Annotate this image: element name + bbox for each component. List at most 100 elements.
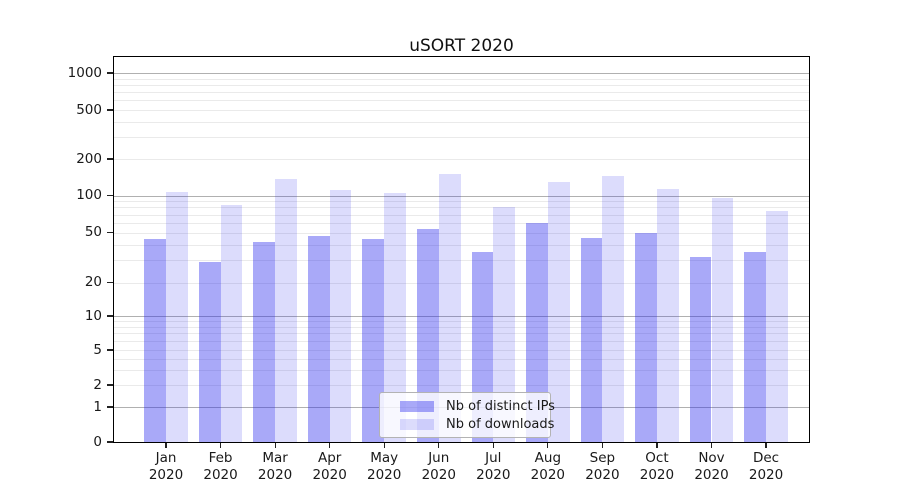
y-gridline-minor-3: [113, 369, 810, 371]
x-tick-mark-apr: [329, 442, 331, 448]
x-tick-mark-sep: [601, 442, 603, 448]
x-tick-mark-nov: [710, 442, 713, 448]
bar-distinct-ips-mar: [253, 242, 276, 443]
y-tick-mark-50: [107, 231, 113, 234]
x-tick-label-nov: Nov 2020: [694, 450, 729, 483]
bar-distinct-ips-jan: [144, 239, 166, 443]
y-gridline-minor-500: [113, 110, 810, 111]
y-gridline-minor-50: [113, 232, 810, 234]
x-tick-label-may: May 2020: [367, 450, 402, 483]
bar-distinct-ips-feb: [198, 262, 221, 443]
y-gridline-minor-200: [113, 159, 810, 160]
chart-title: uSORT 2020: [409, 36, 514, 56]
y-gridline-minor-5: [113, 350, 810, 351]
x-tick-label-jul: Jul 2020: [476, 450, 511, 483]
bar-downloads-jul: [493, 206, 516, 443]
y-gridline-minor-400: [113, 121, 810, 123]
y-gridline-minor-4: [113, 358, 810, 360]
bar-downloads-sep: [602, 175, 625, 443]
y-gridline-minor-70: [113, 214, 810, 216]
x-tick-label-jun: Jun 2020: [421, 450, 456, 483]
legend-row-downloads: Nb of downloads: [400, 417, 554, 432]
y-tick-label-1: 1: [93, 398, 102, 415]
y-tick-mark-0: [107, 441, 113, 443]
x-tick-label-apr: Apr 2020: [312, 450, 347, 483]
bar-distinct-ips-jun: [416, 229, 439, 443]
y-gridline-minor-20: [113, 282, 810, 284]
bar-downloads-oct: [656, 189, 679, 443]
y-tick-mark-1000: [107, 72, 113, 74]
x-tick-mark-jun: [438, 442, 440, 448]
x-tick-mark-aug: [547, 442, 549, 448]
y-tick-label-200: 200: [76, 150, 102, 167]
y-tick-mark-2: [107, 384, 113, 386]
y-gridline-minor-2: [113, 385, 810, 386]
x-tick-label-oct: Oct 2020: [639, 450, 675, 483]
x-tick-mark-oct: [656, 442, 658, 448]
y-tick-label-0: 0: [93, 433, 102, 450]
y-tick-mark-10: [107, 315, 113, 317]
y-tick-label-1000: 1000: [67, 64, 102, 81]
y-gridline-minor-40: [113, 244, 810, 246]
y-tick-mark-200: [107, 158, 113, 160]
y-gridline-major-1000: [113, 73, 810, 74]
x-tick-label-dec: Dec 2020: [748, 450, 784, 483]
bar-distinct-ips-apr: [307, 235, 330, 443]
legend-swatch-distinct-ips: [400, 400, 434, 412]
x-tick-mark-jan: [165, 442, 167, 448]
bar-downloads-dec: [766, 210, 788, 443]
y-tick-label-20: 20: [84, 274, 102, 290]
y-gridline-minor-7: [113, 333, 810, 335]
y-gridline-minor-8: [113, 326, 810, 328]
y-gridline-minor-600: [113, 100, 810, 102]
x-tick-mark-feb: [219, 442, 222, 448]
bar-distinct-ips-sep: [580, 238, 603, 443]
x-tick-mark-dec: [765, 442, 767, 448]
y-tick-label-5: 5: [93, 341, 102, 358]
y-gridline-minor-60: [113, 222, 810, 224]
y-tick-mark-20: [107, 281, 113, 284]
y-tick-label-10: 10: [84, 307, 102, 324]
bar-distinct-ips-nov: [689, 256, 712, 443]
y-tick-mark-1: [107, 406, 113, 408]
y-gridline-minor-700: [113, 92, 810, 94]
y-gridline-minor-9: [113, 321, 810, 323]
bar-downloads-may: [384, 193, 406, 443]
y-gridline-major-10: [113, 316, 810, 317]
y-tick-label-100: 100: [76, 187, 102, 203]
x-tick-mark-may: [383, 442, 385, 448]
y-tick-mark-5: [107, 349, 113, 351]
bar-downloads-apr: [329, 190, 352, 443]
y-gridline-minor-6: [113, 341, 810, 343]
y-gridline-minor-300: [113, 137, 810, 139]
x-tick-label-mar: Mar 2020: [257, 450, 293, 483]
bar-distinct-ips-may: [362, 239, 385, 443]
legend-label-distinct-ips: Nb of distinct IPs: [446, 398, 555, 414]
y-gridline-minor-90: [113, 201, 810, 203]
x-tick-label-jan: Jan 2020: [148, 450, 184, 483]
y-tick-mark-100: [107, 194, 113, 197]
x-tick-label-feb: Feb 2020: [203, 450, 238, 483]
x-tick-label-aug: Aug 2020: [530, 450, 566, 483]
legend-label-downloads: Nb of downloads: [446, 416, 555, 432]
bar-downloads-feb: [220, 205, 243, 443]
y-gridline-minor-30: [113, 260, 810, 262]
y-tick-mark-500: [107, 109, 113, 111]
x-tick-label-sep: Sep 2020: [585, 450, 620, 483]
bar-distinct-ips-aug: [526, 222, 548, 443]
y-gridline-minor-900: [113, 78, 810, 80]
bar-distinct-ips-dec: [744, 251, 767, 443]
y-gridline-minor-80: [113, 207, 810, 209]
bar-downloads-aug: [547, 181, 570, 443]
bar-distinct-ips-oct: [635, 232, 657, 443]
bar-downloads-nov: [711, 198, 734, 443]
y-gridline-major-100: [113, 195, 810, 197]
y-gridline-minor-800: [113, 84, 810, 86]
x-tick-mark-jul: [492, 442, 494, 448]
bar-downloads-jun: [438, 174, 461, 443]
legend: Nb of distinct IPs Nb of downloads: [379, 392, 555, 438]
y-tick-label-500: 500: [76, 101, 102, 118]
bar-downloads-jan: [166, 192, 188, 443]
legend-swatch-downloads: [400, 418, 434, 430]
